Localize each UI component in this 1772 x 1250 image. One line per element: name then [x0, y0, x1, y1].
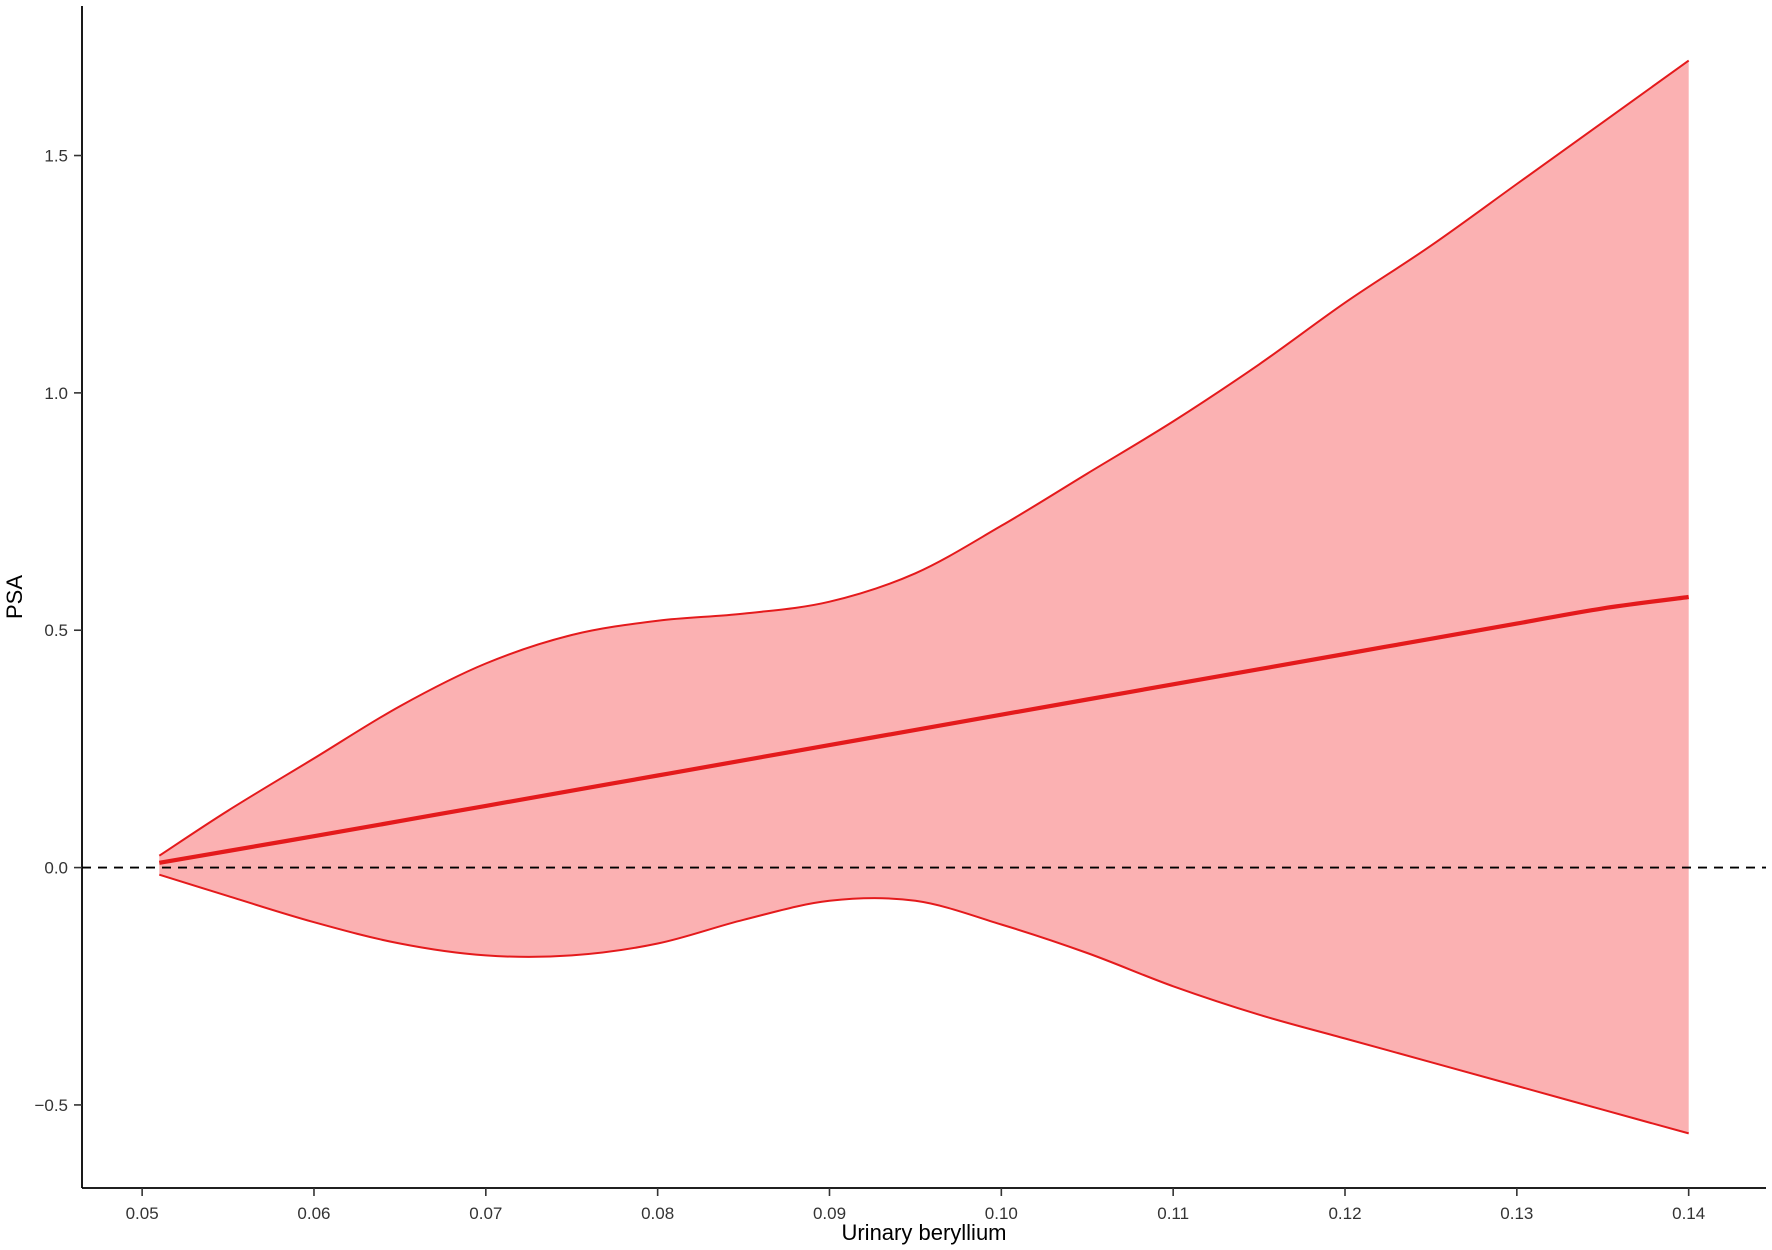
- upper-ci-line: [158, 59, 1690, 857]
- y-tick-label: 1.5: [44, 147, 68, 166]
- x-tick-label: 0.10: [985, 1204, 1018, 1223]
- y-tick-label: 1.0: [44, 384, 68, 403]
- y-tick-label: 0.0: [44, 859, 68, 878]
- x-tick-label: 0.13: [1500, 1204, 1533, 1223]
- confidence-band: [159, 60, 1689, 1134]
- x-tick-label: 0.06: [297, 1204, 330, 1223]
- x-tick-label: 0.09: [813, 1204, 846, 1223]
- x-tick-label: 0.07: [469, 1204, 502, 1223]
- x-tick-label: 0.05: [126, 1204, 159, 1223]
- x-axis-title: Urinary beryllium: [841, 1220, 1006, 1245]
- x-tick-label: 0.14: [1672, 1204, 1705, 1223]
- x-tick-label: 0.12: [1328, 1204, 1361, 1223]
- y-tick-label: −0.5: [34, 1096, 68, 1115]
- y-axis-title: PSA: [2, 575, 27, 619]
- ticks: 0.05 0.06 0.07 0.08 0.09 0.10 0.11 0.12 0.13 0.14…: [34, 147, 1705, 1223]
- y-tick-label: 0.5: [44, 621, 68, 640]
- estimate-line: [158, 594, 1689, 865]
- plot-area: [82, 59, 1766, 1135]
- x-tick-label: 0.11: [1157, 1204, 1189, 1223]
- x-tick-label: 0.08: [641, 1204, 674, 1223]
- lower-ci-line: [159, 873, 1689, 1135]
- axes: [81, 6, 1766, 1189]
